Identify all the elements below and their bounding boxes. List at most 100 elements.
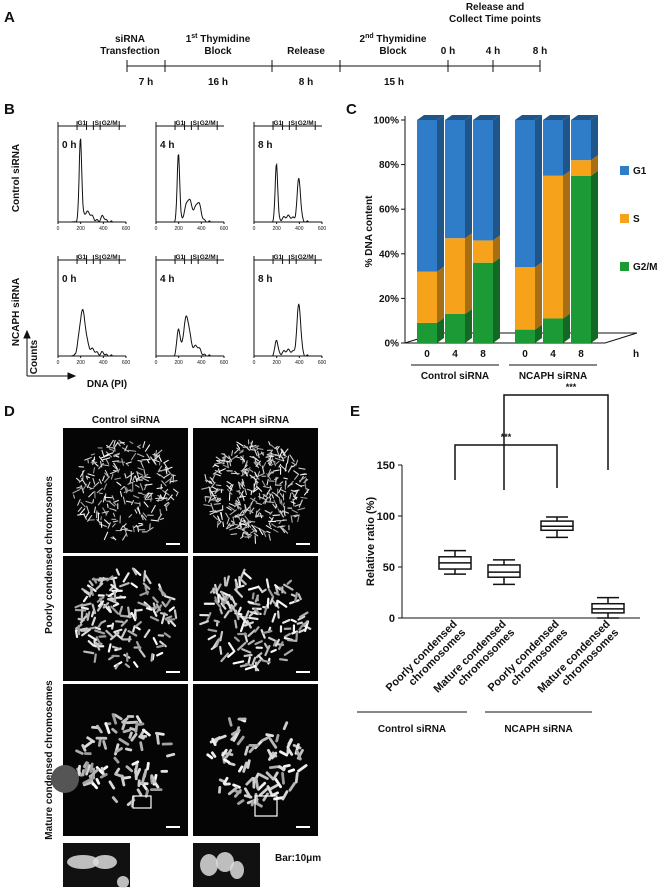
time-point: 8 h <box>533 46 547 57</box>
chromosome <box>247 629 256 637</box>
chromosome <box>242 571 252 580</box>
chromosome <box>297 593 302 601</box>
chromosome <box>272 751 278 758</box>
chromosome <box>209 480 213 485</box>
chromosome <box>234 588 244 598</box>
chromosome <box>224 748 233 759</box>
chromosome <box>280 489 287 493</box>
chromosome <box>283 648 294 656</box>
bar-segment <box>445 120 465 239</box>
chromosome <box>294 592 298 603</box>
chromosome <box>111 622 115 630</box>
chromosome <box>130 732 138 742</box>
tick-label: 600 <box>122 226 131 232</box>
chromosome <box>238 482 245 490</box>
chromosome <box>275 447 280 456</box>
chromosome <box>203 504 212 507</box>
chromosome <box>83 650 95 655</box>
chromosome <box>145 607 153 611</box>
chromosome <box>299 473 308 476</box>
chromosome <box>159 508 162 515</box>
chromosome <box>86 475 90 479</box>
chromosome <box>235 726 241 734</box>
chromosome <box>266 530 271 534</box>
x-tick-label: 4 <box>452 349 458 360</box>
bar-segment <box>571 175 591 343</box>
step-label: Block <box>379 46 407 57</box>
chromosome <box>112 602 120 607</box>
chromosome <box>283 510 286 517</box>
gate-label: S <box>291 120 296 127</box>
chromosome <box>217 468 221 474</box>
y-tick-label: 20% <box>379 294 399 305</box>
chromosome <box>155 732 160 745</box>
histogram: 0 200 400 600 G1 S G2/M 8 h <box>253 120 327 232</box>
chromosome <box>134 502 141 505</box>
chromosome <box>226 506 232 511</box>
y-tick-label: 150 <box>377 460 395 472</box>
chromosome <box>83 590 91 596</box>
chromosome <box>242 525 251 530</box>
chromosome <box>124 747 133 752</box>
chromosome <box>289 454 295 462</box>
gate-label: G1 <box>77 120 86 127</box>
chromosome <box>150 519 160 522</box>
chromosome <box>142 512 148 518</box>
chromosome <box>113 441 119 448</box>
chromosome <box>110 537 115 540</box>
group-label: Control siRNA <box>421 371 489 382</box>
chromosome <box>271 523 277 528</box>
chromosome <box>275 454 282 458</box>
chromosome <box>106 503 109 509</box>
chromosome <box>238 576 247 586</box>
bar-segment <box>473 240 493 263</box>
chromosome <box>144 493 150 500</box>
chromosome <box>298 622 305 631</box>
chromosome <box>277 610 280 619</box>
chromosome <box>297 764 308 773</box>
chromosome <box>282 502 285 507</box>
chromosome <box>147 527 154 532</box>
tick-label: 400 <box>99 226 108 232</box>
chromosome <box>214 599 222 608</box>
chromosome <box>268 516 274 525</box>
chromosome <box>113 453 120 457</box>
chromosome <box>133 524 138 529</box>
chromosome <box>261 659 271 664</box>
chromosome <box>244 520 251 524</box>
chromosome <box>279 481 284 485</box>
column-label: Control siRNA <box>92 415 160 426</box>
gate-label: G1 <box>273 254 282 261</box>
x-axis-label: DNA (PI) <box>87 379 127 390</box>
chromosome <box>82 777 93 785</box>
chromosome <box>244 515 250 522</box>
chromosome <box>268 451 271 457</box>
chromosome <box>77 764 81 777</box>
chromosome <box>268 737 278 749</box>
chromosome <box>241 478 245 484</box>
step-label: 1st Thymidine <box>186 33 251 45</box>
legend-label: G2/M <box>633 262 657 273</box>
chromosome <box>208 486 213 495</box>
chromosome <box>265 771 275 781</box>
chromosome <box>277 508 283 517</box>
chromosome <box>109 439 114 448</box>
time-label: 4 h <box>160 274 174 285</box>
chromosome <box>142 441 146 449</box>
chromosome <box>290 501 296 504</box>
tick-label: 400 <box>99 360 108 366</box>
chromosome <box>244 662 254 667</box>
chromosome <box>114 772 125 778</box>
chromosome <box>94 626 102 631</box>
chromosome <box>144 573 152 585</box>
chromosome <box>122 572 130 583</box>
chromosome <box>119 491 123 497</box>
chromosome <box>143 629 151 639</box>
chromosome <box>228 503 235 507</box>
chromosome <box>295 749 302 761</box>
histogram-trace <box>156 315 224 357</box>
chromosome <box>244 665 257 671</box>
chromosome <box>91 603 97 615</box>
chromosome <box>257 450 260 459</box>
chromosome <box>232 730 240 742</box>
